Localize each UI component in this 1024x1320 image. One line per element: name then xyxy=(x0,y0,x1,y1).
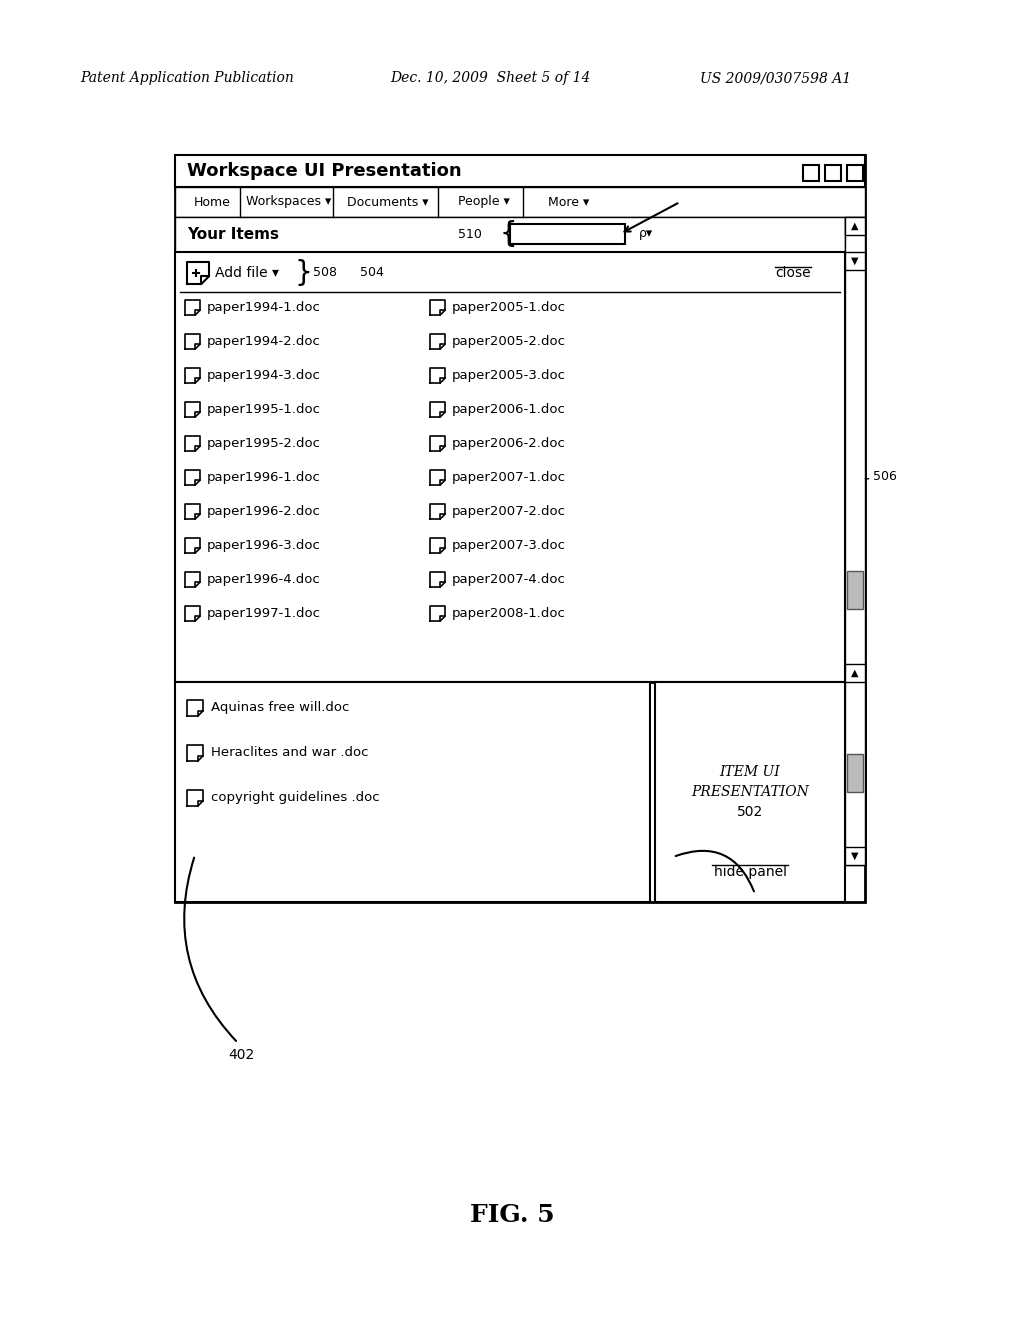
Text: }: } xyxy=(295,259,312,286)
Text: paper1996-1.doc: paper1996-1.doc xyxy=(207,470,321,483)
Text: 402: 402 xyxy=(228,1048,254,1063)
Text: paper2007-4.doc: paper2007-4.doc xyxy=(452,573,566,586)
Text: ITEM UI: ITEM UI xyxy=(720,766,780,779)
Text: Documents ▾: Documents ▾ xyxy=(347,195,429,209)
Text: ▼: ▼ xyxy=(851,851,859,861)
Text: paper1994-2.doc: paper1994-2.doc xyxy=(207,334,321,347)
Text: 510: 510 xyxy=(458,227,482,240)
Bar xyxy=(175,682,650,902)
Bar xyxy=(175,252,845,682)
Text: Patent Application Publication: Patent Application Publication xyxy=(80,71,294,84)
Bar xyxy=(175,154,865,187)
Text: paper1995-1.doc: paper1995-1.doc xyxy=(207,403,321,416)
Text: 506: 506 xyxy=(873,470,897,483)
Bar xyxy=(847,754,863,792)
Text: PRESENTATION: PRESENTATION xyxy=(691,785,809,799)
Text: ▲: ▲ xyxy=(851,220,859,231)
Text: Heraclites and war .doc: Heraclites and war .doc xyxy=(211,747,369,759)
Text: hide panel: hide panel xyxy=(714,865,786,879)
Text: paper2007-2.doc: paper2007-2.doc xyxy=(452,504,566,517)
Text: paper1995-2.doc: paper1995-2.doc xyxy=(207,437,321,450)
Text: Workspace UI Presentation: Workspace UI Presentation xyxy=(187,162,462,180)
Text: Your Items: Your Items xyxy=(187,227,279,242)
Text: paper1994-3.doc: paper1994-3.doc xyxy=(207,368,321,381)
Text: copyright guidelines .doc: copyright guidelines .doc xyxy=(211,792,380,804)
Bar xyxy=(845,252,865,271)
Text: Home: Home xyxy=(194,195,230,209)
Bar xyxy=(845,216,865,865)
Text: paper2008-1.doc: paper2008-1.doc xyxy=(452,606,566,619)
Text: paper2005-2.doc: paper2005-2.doc xyxy=(452,334,566,347)
Text: FIG. 5: FIG. 5 xyxy=(470,1203,554,1228)
Text: 504: 504 xyxy=(360,267,384,280)
Text: Add file ▾: Add file ▾ xyxy=(215,267,279,280)
Bar xyxy=(845,252,865,682)
Bar xyxy=(845,847,865,865)
Bar xyxy=(655,682,845,902)
Bar xyxy=(175,216,845,252)
Text: More ▾: More ▾ xyxy=(549,195,590,209)
Bar xyxy=(175,154,865,865)
Text: paper2005-3.doc: paper2005-3.doc xyxy=(452,368,566,381)
Text: paper2007-3.doc: paper2007-3.doc xyxy=(452,539,566,552)
Text: paper1996-4.doc: paper1996-4.doc xyxy=(207,573,321,586)
Bar xyxy=(845,216,865,235)
Text: close: close xyxy=(775,267,811,280)
Bar xyxy=(510,224,625,244)
Text: Workspaces ▾: Workspaces ▾ xyxy=(247,195,332,209)
Text: ▼: ▼ xyxy=(851,256,859,267)
Text: paper2005-1.doc: paper2005-1.doc xyxy=(452,301,566,314)
Text: paper1994-1.doc: paper1994-1.doc xyxy=(207,301,321,314)
Bar xyxy=(845,664,865,682)
Bar xyxy=(847,572,863,609)
Text: {: { xyxy=(500,220,517,248)
Text: paper2006-2.doc: paper2006-2.doc xyxy=(452,437,566,450)
Bar xyxy=(825,165,841,181)
Bar xyxy=(175,187,865,216)
Text: Dec. 10, 2009  Sheet 5 of 14: Dec. 10, 2009 Sheet 5 of 14 xyxy=(390,71,591,84)
Text: paper1996-2.doc: paper1996-2.doc xyxy=(207,504,321,517)
Text: ▲: ▲ xyxy=(851,668,859,678)
Text: Aquinas free will.doc: Aquinas free will.doc xyxy=(211,701,349,714)
Text: ρ▾: ρ▾ xyxy=(639,227,653,240)
Text: 502: 502 xyxy=(737,805,763,818)
Text: paper1997-1.doc: paper1997-1.doc xyxy=(207,606,321,619)
Bar xyxy=(175,682,865,902)
Bar xyxy=(803,165,819,181)
Bar xyxy=(847,165,863,181)
Text: paper2007-1.doc: paper2007-1.doc xyxy=(452,470,566,483)
Text: paper1996-3.doc: paper1996-3.doc xyxy=(207,539,321,552)
Text: US 2009/0307598 A1: US 2009/0307598 A1 xyxy=(700,71,851,84)
Text: paper2006-1.doc: paper2006-1.doc xyxy=(452,403,566,416)
Text: 508: 508 xyxy=(313,267,337,280)
Text: People ▾: People ▾ xyxy=(458,195,510,209)
